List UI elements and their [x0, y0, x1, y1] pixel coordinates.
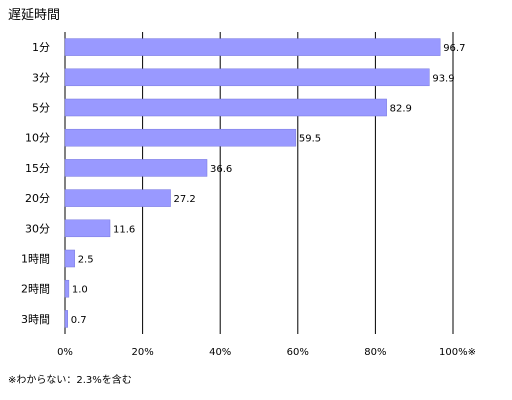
category-label: 3分 — [32, 71, 50, 84]
bar — [64, 159, 208, 177]
value-label: 1.0 — [72, 285, 88, 296]
category-label: 3時間 — [21, 313, 50, 326]
chart-title: 遅延時間 — [8, 8, 60, 23]
value-label: 82.9 — [390, 104, 412, 115]
x-tick-label: 100%※ — [439, 347, 476, 358]
category-label: 5分 — [32, 102, 50, 115]
category-label: 1分 — [32, 41, 50, 54]
category-label: 30分 — [25, 222, 50, 235]
bar — [64, 68, 430, 87]
footnote: ※わからない：2.3%を含む — [8, 373, 132, 386]
category-label: 15分 — [25, 162, 50, 175]
bar — [64, 98, 387, 117]
bar — [64, 249, 75, 268]
bar — [64, 128, 297, 147]
x-tick-labels: 0% 20% 40% 60% 80% 100%※ — [57, 347, 476, 358]
category-label: 2時間 — [21, 283, 50, 296]
bar — [64, 189, 171, 207]
value-labels: 96.7 93.9 82.9 59.5 36.6 27.2 11.6 2.5 1.0 0.7 — [71, 43, 466, 326]
x-tick-label: 80% — [364, 347, 386, 358]
bar — [64, 38, 441, 56]
value-label: 96.7 — [443, 43, 465, 54]
bar — [64, 219, 111, 238]
category-labels: 1分 3分 5分 10分 15分 20分 30分 1時間 2時間 3時間 — [21, 41, 50, 326]
value-label: 0.7 — [71, 315, 87, 326]
category-label: 10分 — [25, 132, 50, 145]
bars — [64, 38, 441, 328]
value-label: 2.5 — [78, 255, 94, 266]
x-tick-label: 0% — [57, 347, 73, 358]
x-tick-label: 60% — [287, 347, 309, 358]
x-tick-label: 20% — [131, 347, 153, 358]
x-tick-label: 40% — [209, 347, 231, 358]
bar — [64, 310, 68, 328]
value-label: 27.2 — [174, 194, 196, 205]
value-label: 93.9 — [432, 73, 454, 84]
category-label: 20分 — [25, 192, 50, 205]
category-label: 1時間 — [21, 253, 50, 266]
value-label: 59.5 — [299, 134, 321, 145]
value-label: 11.6 — [113, 224, 135, 235]
value-label: 36.6 — [210, 164, 232, 175]
bar — [64, 279, 70, 298]
